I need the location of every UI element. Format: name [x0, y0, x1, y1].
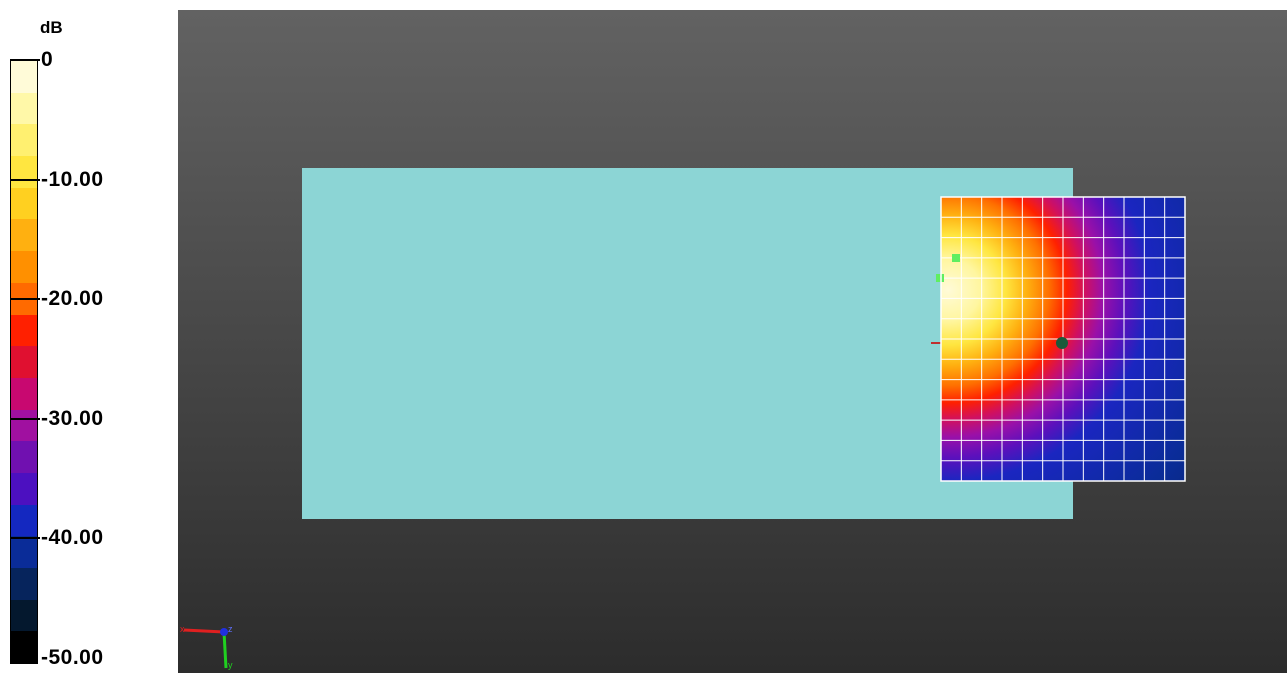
legend-tick-line — [10, 59, 40, 61]
legend-swatch — [11, 409, 37, 442]
legend-tick-label: -40.00 — [41, 526, 104, 549]
legend-unit-label: dB — [40, 18, 63, 37]
legend-swatch — [11, 251, 37, 283]
axis-triad: x y z — [180, 624, 233, 670]
legend-swatch — [11, 314, 37, 347]
legend-color-bar — [10, 60, 38, 664]
legend-swatch — [11, 219, 37, 252]
legend-swatch — [11, 441, 37, 473]
3d-viewport[interactable]: x y z — [178, 10, 1287, 673]
y-axis-label: y — [228, 660, 233, 670]
legend-swatch — [11, 631, 37, 664]
legend-tick-line — [10, 537, 40, 539]
color-legend: dB 0 -10.00 -20.00 -30.00 -40.00 -50.00 — [0, 0, 178, 673]
field-map-border — [940, 196, 1186, 482]
legend-swatch — [11, 504, 37, 537]
legend-tick-label: -10.00 — [41, 168, 104, 191]
legend-swatch — [11, 346, 37, 378]
legend-tick-line — [10, 298, 40, 300]
z-axis-dot — [220, 628, 228, 636]
field-grid — [941, 197, 1185, 481]
legend-swatch — [11, 599, 37, 632]
legend-tick-label: 0 — [41, 48, 54, 71]
legend-swatch — [11, 92, 37, 125]
field-map — [931, 196, 1186, 482]
legend-swatch — [11, 472, 37, 505]
legend-swatch — [11, 156, 37, 188]
legend-swatch — [11, 536, 37, 568]
legend-tick-label: -30.00 — [41, 407, 104, 430]
probe-marker[interactable] — [1056, 337, 1068, 349]
probe-marker[interactable] — [936, 274, 944, 282]
legend-tick-line — [10, 179, 40, 181]
probe-marker[interactable] — [952, 254, 960, 262]
y-axis-line — [222, 631, 228, 669]
x-axis-line — [183, 628, 225, 634]
legend-tick-label: -50.00 — [41, 646, 104, 669]
legend-tick-label: -20.00 — [41, 287, 104, 310]
legend-swatch — [11, 568, 37, 600]
x-axis-label: x — [180, 624, 185, 634]
z-axis-label: z — [228, 624, 233, 634]
legend-swatch — [11, 124, 37, 157]
legend-swatch — [11, 187, 37, 220]
legend-swatch — [11, 377, 37, 410]
legend-tick-line — [10, 418, 40, 420]
legend-swatch — [11, 61, 37, 93]
